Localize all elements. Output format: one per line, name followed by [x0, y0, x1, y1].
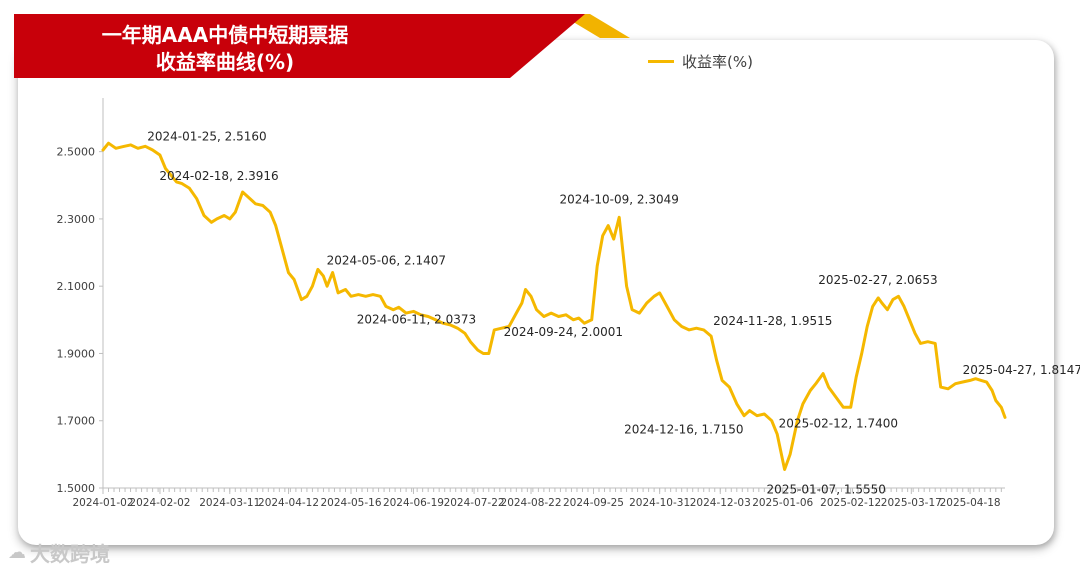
title-banner-red: [14, 14, 585, 78]
x-tick-label: 2025-01-06: [752, 497, 813, 509]
x-tick-label: 2025-04-18: [940, 497, 1001, 509]
data-label: 2024-12-16, 1.7150: [624, 423, 743, 437]
y-tick-label: 2.5000: [57, 146, 96, 159]
y-tick-label: 1.5000: [57, 482, 96, 495]
series-line: [101, 141, 1007, 471]
data-label: 2024-05-06, 2.1407: [327, 253, 446, 267]
data-label: 2025-02-12, 1.7400: [779, 416, 898, 430]
chart-title-line1: 一年期AAA中债中短期票据: [101, 23, 349, 47]
x-tick-label: 2024-10-31: [629, 497, 690, 509]
legend-swatch: [648, 59, 674, 63]
data-label: 2024-01-25, 2.5160: [147, 129, 266, 143]
data-label: 2024-10-09, 2.3049: [560, 192, 679, 206]
cloud-icon: ☁: [8, 542, 26, 563]
x-tick-label: 2025-02-12: [820, 497, 881, 509]
x-tick-label: 2025-03-17: [881, 497, 942, 509]
y-tick-label: 2.1000: [57, 280, 96, 293]
y-tick-label: 1.7000: [57, 415, 96, 428]
watermark: ☁ 大数跨境: [8, 538, 110, 567]
x-tick-label: 2024-08-22: [501, 497, 562, 509]
data-label: 2024-11-28, 1.9515: [713, 314, 832, 328]
data-label: 2025-01-07, 1.5550: [767, 483, 886, 497]
x-tick-label: 2024-12-03: [690, 497, 751, 509]
chart-title-line2: 收益率曲线(%): [155, 50, 295, 74]
x-tick-label: 2024-05-16: [320, 497, 381, 509]
x-tick-label: 2024-09-25: [563, 497, 624, 509]
x-tick-label: 2024-07-22: [444, 497, 505, 509]
watermark-text: 大数跨境: [30, 542, 110, 566]
title-banner: [14, 14, 630, 78]
y-tick-label: 1.9000: [57, 347, 96, 360]
data-label: 2025-04-27, 1.8147: [963, 363, 1080, 377]
x-tick-label: 2024-02-02: [129, 497, 190, 509]
chart-card: [18, 40, 1054, 545]
x-tick-label: 2024-06-19: [383, 497, 444, 509]
data-label: 2024-09-24, 2.0001: [504, 325, 623, 339]
x-tick-label: 2024-01-02: [72, 497, 133, 509]
data-label: 2025-02-27, 2.0653: [818, 273, 937, 287]
x-tick-label: 2024-03-11: [199, 497, 260, 509]
data-label: 2024-02-18, 2.3916: [159, 169, 278, 183]
x-tick-label: 2024-04-12: [258, 497, 319, 509]
data-label: 2024-06-11, 2.0373: [357, 312, 476, 326]
legend-label: 收益率(%): [682, 52, 753, 71]
legend: 收益率(%): [648, 50, 753, 72]
y-tick-label: 2.3000: [57, 213, 96, 226]
